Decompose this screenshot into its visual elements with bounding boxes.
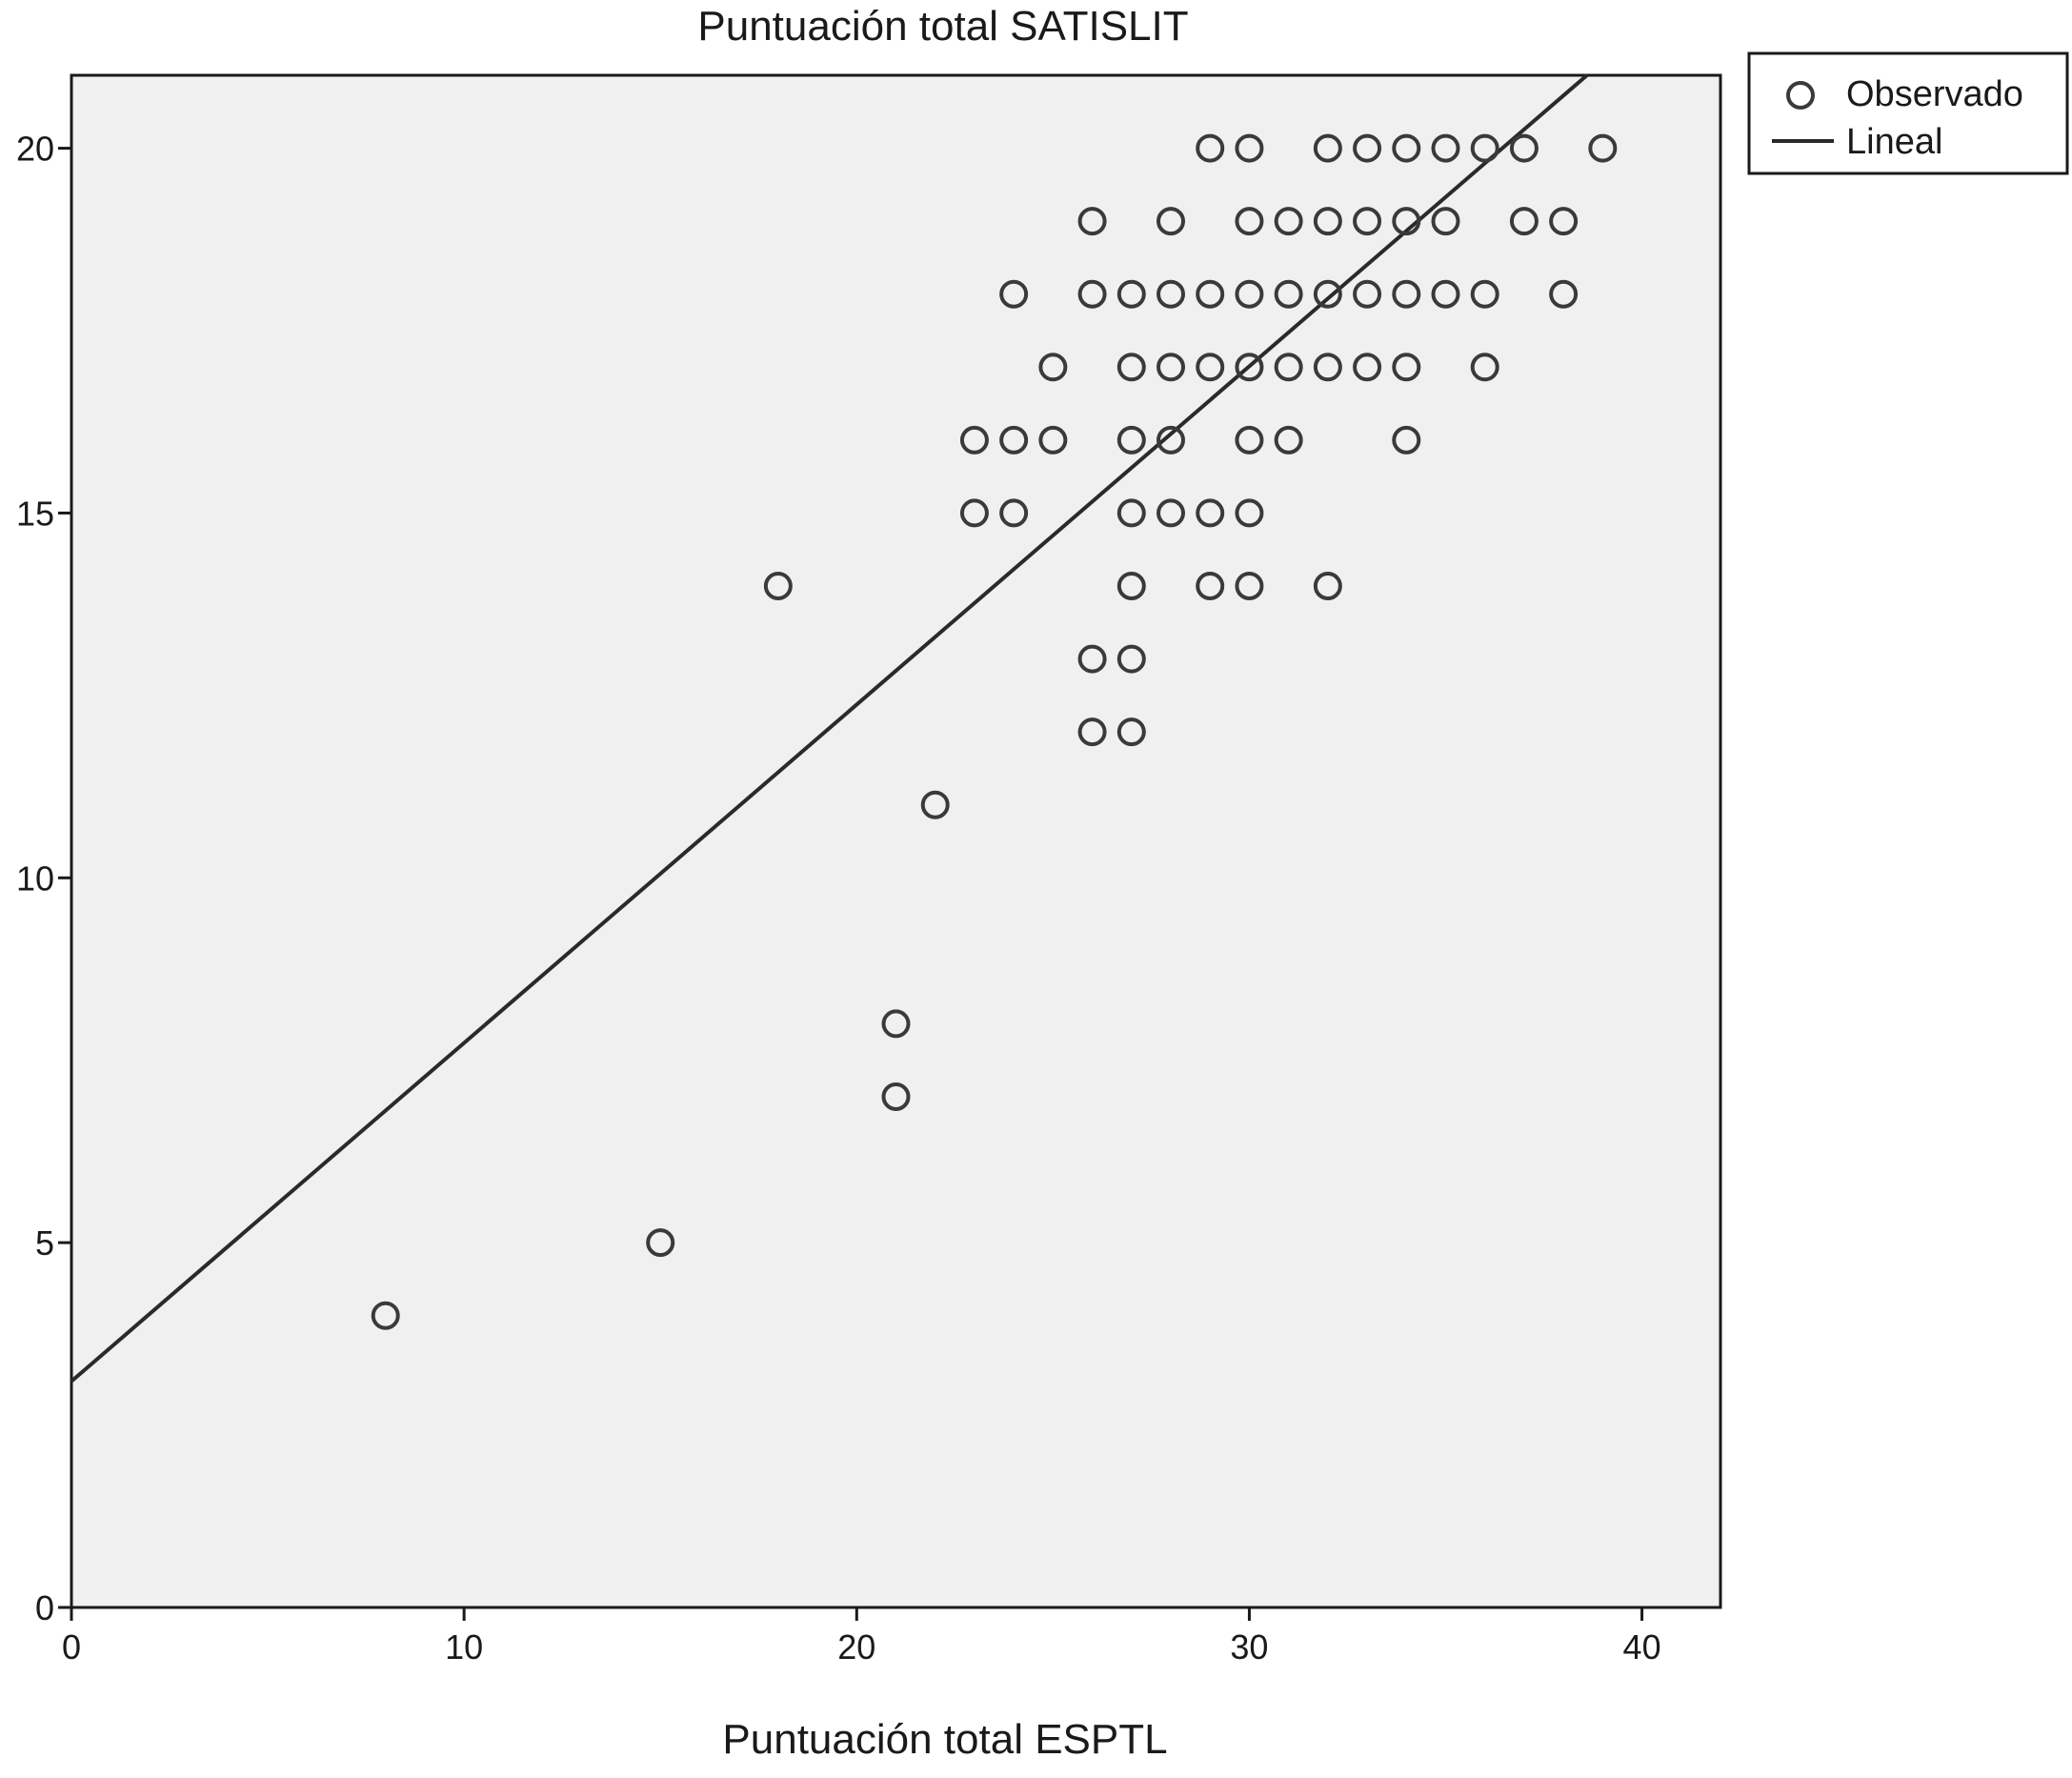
data-point — [1274, 353, 1303, 382]
data-point — [1235, 498, 1264, 528]
data-point — [1157, 207, 1185, 236]
data-point — [881, 1082, 911, 1111]
x-tick-label: 10 — [445, 1627, 483, 1667]
data-point — [1077, 717, 1107, 747]
data-point — [1116, 425, 1146, 455]
legend: Observado Lineal — [1747, 51, 2069, 175]
data-point — [1470, 279, 1499, 309]
data-point — [1353, 207, 1382, 236]
data-point — [881, 1009, 911, 1039]
data-point — [1116, 644, 1146, 674]
data-point — [1313, 207, 1342, 236]
legend-box — [1747, 51, 2069, 175]
data-point — [1431, 279, 1460, 309]
data-point — [1116, 717, 1146, 747]
data-point — [1235, 133, 1264, 163]
data-point — [1313, 133, 1342, 163]
data-point — [1392, 279, 1421, 309]
data-point — [1116, 498, 1146, 528]
legend-label-lineal: Lineal — [1846, 122, 1942, 162]
data-point — [1549, 207, 1579, 236]
data-point — [1157, 425, 1185, 455]
data-point — [1077, 644, 1107, 674]
data-point — [1392, 425, 1421, 455]
data-point — [1038, 425, 1068, 455]
data-point — [1196, 498, 1225, 528]
data-point — [1116, 279, 1146, 309]
x-axis-label: Puntuación total ESPTL — [722, 1716, 1167, 1763]
legend-marker-observado — [1786, 81, 1815, 110]
data-point — [1235, 572, 1264, 600]
data-point — [1235, 207, 1264, 236]
data-point — [371, 1301, 400, 1330]
x-tick-label: 20 — [837, 1627, 875, 1667]
data-points — [371, 133, 1618, 1330]
y-tick-label: 20 — [16, 130, 54, 169]
data-point — [999, 425, 1029, 455]
data-point — [1392, 353, 1421, 382]
data-point — [1392, 207, 1421, 236]
data-point — [1235, 279, 1264, 309]
data-point — [999, 498, 1029, 528]
data-point — [1470, 353, 1499, 382]
data-point — [1116, 572, 1146, 600]
data-point — [1077, 279, 1107, 309]
chart-title: Puntuación total SATISLIT — [697, 3, 1188, 50]
data-point — [1116, 353, 1146, 382]
data-point — [1588, 133, 1618, 163]
data-point — [1353, 279, 1382, 309]
data-point — [1509, 133, 1539, 163]
data-point — [1274, 425, 1303, 455]
data-point — [1274, 207, 1303, 236]
y-tick-label: 15 — [16, 494, 54, 533]
data-point — [1470, 133, 1499, 163]
data-point — [1353, 353, 1382, 382]
y-tick-label: 5 — [35, 1223, 54, 1263]
data-point — [959, 425, 989, 455]
legend-label-observado: Observado — [1846, 74, 2023, 114]
fit-line-lineal — [70, 73, 1589, 1384]
data-point — [1235, 425, 1264, 455]
data-point — [1509, 207, 1539, 236]
data-point — [1392, 133, 1421, 163]
data-point — [1274, 279, 1303, 309]
data-point — [999, 279, 1029, 309]
data-point — [1431, 133, 1460, 163]
y-tick-label: 0 — [35, 1588, 54, 1627]
data-point — [763, 572, 793, 600]
data-point — [959, 498, 989, 528]
data-point — [920, 790, 950, 819]
data-point — [1077, 207, 1107, 236]
data-point — [1157, 498, 1185, 528]
data-point — [1196, 279, 1225, 309]
y-tick-label: 10 — [16, 859, 54, 898]
data-point — [1431, 207, 1460, 236]
data-point — [1313, 353, 1342, 382]
data-point — [1196, 133, 1225, 163]
data-point — [1313, 279, 1342, 309]
data-point — [1196, 572, 1225, 600]
y-axis-ticks: 0 5 10 15 20 — [16, 130, 71, 1627]
x-axis-ticks: 0 10 20 30 40 — [62, 1607, 1661, 1667]
data-point — [646, 1228, 675, 1258]
data-point — [1549, 279, 1579, 309]
x-tick-label: 0 — [62, 1627, 81, 1667]
data-point — [1313, 572, 1342, 600]
data-point — [1196, 353, 1225, 382]
fit-line-layer — [70, 73, 1589, 1384]
data-point — [1038, 353, 1068, 382]
plot-area — [70, 73, 1722, 1609]
x-tick-label: 30 — [1230, 1627, 1268, 1667]
data-point — [1157, 353, 1185, 382]
data-point — [1235, 353, 1264, 382]
data-point — [1353, 133, 1382, 163]
x-tick-label: 40 — [1623, 1627, 1661, 1667]
data-point — [1157, 279, 1185, 309]
